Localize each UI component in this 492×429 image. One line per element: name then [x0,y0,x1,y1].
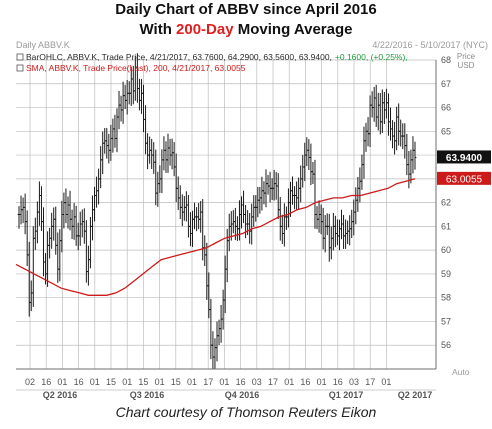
y-tick-label: 68 [441,55,451,65]
price-chart: 56575859606162636465666768 0216011601150… [0,40,492,402]
x-tick-label: 02 [25,377,35,387]
x-tick-label: 01 [122,377,132,387]
x-period-label: Q4 2016 [225,390,260,400]
chart-title: Daily Chart of ABBV since April 2016 [115,1,377,18]
x-tick-labels: 02 16 01 16 01 15 01 15 01 15 01 17 01 16 03 17 01 16 01 16… [25,377,391,387]
x-tick-label: 01 [187,377,197,387]
legend-ohlc-box[interactable] [16,53,24,61]
sma-value-text: 63.0055 [446,174,483,185]
legend-ohlc-change: +0.1600, (+0.25%), [335,52,408,62]
y-tick-label: 59 [441,269,451,279]
auto-scale-label[interactable]: Auto [452,367,470,377]
ohlc-bar [413,141,417,170]
y-tick-label: 65 [441,126,451,136]
subtitle-highlight: 200-Day [176,21,234,38]
x-tick-label: 16 [236,377,246,387]
x-tick-label: 01 [219,377,229,387]
ohlc-bars [17,53,417,370]
chart-title-block: Daily Chart of ABBV since April 2016 Wit… [0,0,492,40]
chart-subtitle: With 200-Day Moving Average [0,20,492,40]
x-tick-label: 15 [106,377,116,387]
last-price-text: 63.9400 [446,153,483,164]
x-tick-label: 17 [365,377,375,387]
sma-200-line [15,178,416,296]
y-tick-label: 60 [441,245,451,255]
y-tick-label: 61 [441,221,451,231]
symbol-label: Daily ABBV.K [16,40,70,50]
date-range-label: 4/22/2016 - 5/10/2017 (NYC) [372,40,488,50]
x-tick-label: 01 [317,377,327,387]
last-price-tag: 63.9400 [437,150,491,164]
y-tick-label: 56 [441,340,451,350]
y-tick-label: 58 [441,293,451,303]
y-tick-label: 57 [441,316,451,326]
subtitle-pre: With [139,21,177,38]
x-tick-label: 16 [300,377,310,387]
subtitle-post: Moving Average [233,21,353,38]
x-tick-label: 15 [138,377,148,387]
x-tick-label: 17 [268,377,278,387]
y-tick-label: 66 [441,103,451,113]
x-tick-label: 03 [252,377,262,387]
x-tick-label: 01 [381,377,391,387]
x-tick-label: 16 [74,377,84,387]
x-tick-label: 16 [41,377,51,387]
last-price-box [437,150,491,164]
x-tick-label: 03 [349,377,359,387]
chart-grid [16,59,436,369]
x-tick-label: 01 [284,377,294,387]
sma-value-box [437,171,491,185]
x-period-label: Q2 2016 [43,390,78,400]
x-period-label: Q3 2016 [130,390,165,400]
sma-value-tag: 63.0055 [437,171,491,185]
legend-sma-box[interactable] [16,64,24,72]
legend-ohlc: BarOHLC, ABBV.K, Trade Price, 4/21/2017,… [26,52,408,62]
y-tick-label: 62 [441,198,451,208]
x-tick-label: 01 [155,377,165,387]
x-tick-label: 15 [171,377,181,387]
chart-caption: Chart courtesy of Thomson Reuters Eikon [115,404,377,420]
x-period-label: Q2 2017 [398,390,433,400]
y-tick-label: 67 [441,79,451,89]
x-tick-label: 17 [203,377,213,387]
x-period-label: Q1 2017 [329,390,364,400]
x-period-labels: Q2 2016 Q3 2016 Q4 2016 Q1 2017 Q2 2017 [16,389,436,400]
x-tick-label: 01 [57,377,67,387]
legend-sma: SMA, ABBV.K, Trade Price(Last), 200, 4/2… [26,63,246,73]
legend-ohlc-text: BarOHLC, ABBV.K, Trade Price, 4/21/2017,… [26,52,332,62]
y-unit-label-top: Price [457,52,476,61]
x-tick-label: 16 [333,377,343,387]
y-unit-label-bottom: USD [458,61,475,70]
x-tick-label: 01 [90,377,100,387]
